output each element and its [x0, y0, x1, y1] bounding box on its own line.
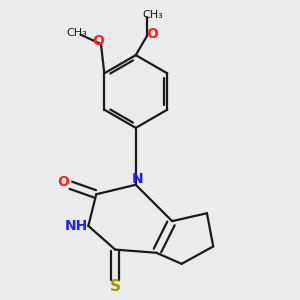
Text: S: S	[110, 279, 121, 294]
Text: O: O	[147, 27, 158, 40]
Text: NH: NH	[65, 219, 88, 233]
Text: N: N	[131, 172, 143, 186]
Text: CH₃: CH₃	[142, 10, 163, 20]
Text: CH₃: CH₃	[66, 28, 87, 38]
Text: O: O	[92, 34, 104, 48]
Text: O: O	[58, 175, 70, 189]
